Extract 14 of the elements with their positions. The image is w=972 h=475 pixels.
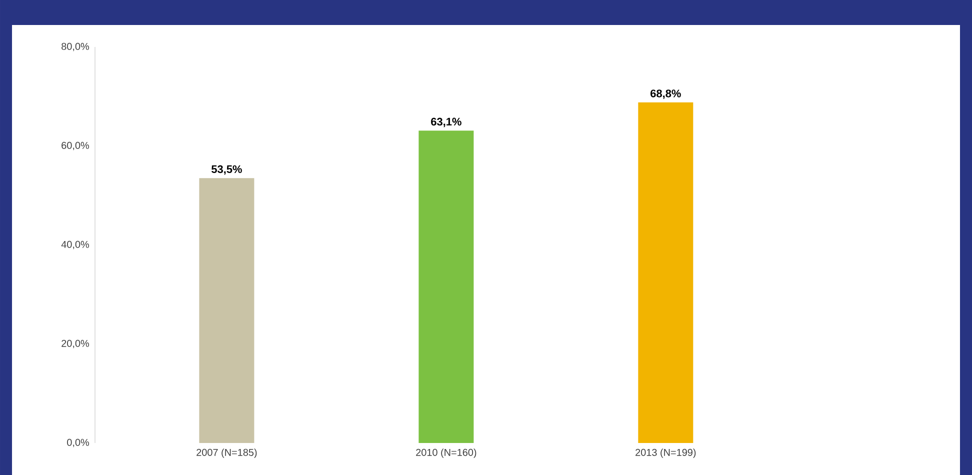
- data-label: 68,8%: [650, 90, 681, 99]
- bar: [418, 130, 474, 443]
- y-tick-label: 80,0%: [62, 42, 90, 52]
- x-tick-label: 2010 (N=160): [416, 448, 476, 458]
- bar: [199, 178, 254, 443]
- y-tick-label: 40,0%: [61, 240, 90, 250]
- bar: [638, 102, 694, 443]
- y-tick-label: 20,0%: [62, 340, 90, 348]
- data-label: 63,1%: [431, 118, 462, 128]
- y-tick-label: 60,0%: [62, 142, 90, 150]
- y-tick-label: 0,0%: [67, 438, 90, 448]
- x-tick-label: 2007 (N=185): [196, 448, 257, 458]
- x-tick-label: 2013 (N=199): [636, 448, 696, 458]
- data-label: 53,5%: [212, 165, 242, 175]
